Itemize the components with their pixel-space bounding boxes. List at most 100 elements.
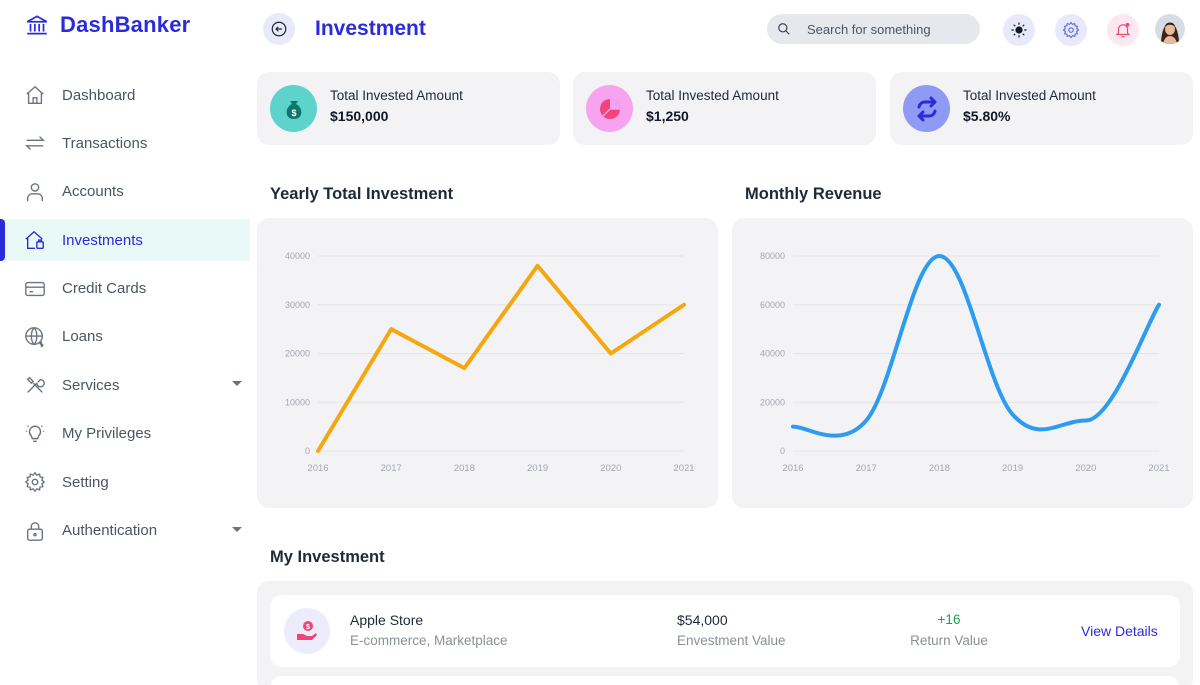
svg-text:$: $	[291, 108, 296, 118]
avatar-image	[1155, 14, 1185, 44]
y-tick-label: 60000	[760, 300, 785, 310]
sidebar-item-transactions[interactable]: Transactions	[0, 122, 250, 164]
lock-icon	[26, 521, 44, 541]
series-line	[791, 254, 1161, 438]
sidebar-item-dashboard[interactable]: Dashboard	[0, 74, 250, 116]
investment-value-label: Envestment Value	[677, 633, 786, 648]
investment-row[interactable]: $ Apple Store E-commerce, Marketplace $5…	[270, 595, 1180, 667]
tools-icon	[26, 377, 45, 394]
repeat-icon	[917, 96, 936, 121]
sidebar-item-investments[interactable]: Investments	[0, 219, 250, 262]
sidebar-item-label: Authentication	[62, 522, 158, 540]
gear-icon	[24, 471, 46, 493]
notifications-button[interactable]	[1107, 14, 1139, 46]
x-tick-label: 2018	[929, 463, 950, 474]
hand-dollar-icon: $	[297, 621, 317, 640]
stat-label: Total Invested Amount	[963, 88, 1096, 103]
y-tick-label: 10000	[285, 397, 310, 407]
theme-toggle-button[interactable]	[1003, 14, 1035, 46]
stat-value: $1,250	[646, 108, 689, 124]
x-tick-label: 2017	[856, 463, 877, 474]
x-tick-label: 2020	[600, 463, 621, 474]
app-name: DashBanker	[60, 12, 191, 37]
investment-value: $54,000	[677, 612, 728, 628]
user-icon	[26, 182, 44, 201]
y-tick-label: 20000	[760, 397, 785, 407]
stat-value: $5.80%	[963, 108, 1011, 124]
my-investment-title: My Investment	[270, 548, 385, 566]
y-tick-label: 40000	[760, 349, 785, 359]
money-bag-icon-wrap: $	[270, 85, 317, 132]
sidebar-item-label: Services	[62, 376, 120, 394]
globe-dollar-icon	[25, 327, 44, 348]
sidebar-item-my-privileges[interactable]: My Privileges	[0, 413, 250, 455]
stat-value: $150,000	[330, 108, 389, 124]
y-tick-label: 0	[305, 446, 310, 456]
x-tick-label: 2017	[381, 463, 402, 474]
investment-list: $ Apple Store E-commerce, Marketplace $5…	[257, 581, 1193, 685]
monthly-revenue-chart-card: 0 20000 40000 60000 80000 2016 2017 2018 2019 202…	[732, 218, 1193, 508]
yearly-investment-chart: 0 10000 20000 30000 40000 2016 2017 2018 2019 202…	[285, 251, 695, 474]
gear-icon	[1062, 21, 1080, 39]
search-bar[interactable]	[767, 14, 980, 44]
chevron-down-icon[interactable]	[232, 381, 242, 387]
sidebar-item-loans[interactable]: Loans	[0, 316, 250, 358]
sidebar: DashBanker Dashboard Transactions Accoun…	[0, 0, 250, 685]
monthly-revenue-chart: 0 20000 40000 60000 80000 2016 2017 2018 2019 202…	[760, 251, 1170, 474]
y-tick-label: 0	[780, 446, 785, 456]
back-button[interactable]	[263, 13, 295, 45]
bank-icon	[26, 15, 48, 35]
swap-arrows-icon	[25, 136, 45, 151]
sidebar-item-label: Credit Cards	[62, 280, 147, 298]
yearly-investment-chart-card: 0 10000 20000 30000 40000 2016 2017 2018 2019 202…	[257, 218, 718, 508]
sun-icon	[1011, 22, 1027, 38]
investment-house-icon	[25, 231, 44, 250]
sidebar-item-label: Setting	[62, 473, 109, 491]
investment-return-label: Return Value	[910, 633, 988, 648]
x-tick-label: 2021	[673, 463, 694, 474]
sidebar-item-accounts[interactable]: Accounts	[0, 171, 250, 213]
x-tick-label: 2016	[782, 463, 803, 474]
hand-dollar-icon-wrap: $	[284, 608, 330, 654]
lightbulb-icon	[25, 424, 45, 442]
view-details-link[interactable]: View Details	[1081, 623, 1158, 639]
y-tick-label: 20000	[285, 349, 310, 359]
money-bag-icon: $	[286, 100, 301, 119]
x-tick-label: 2020	[1075, 463, 1096, 474]
yearly-investment-title: Yearly Total Investment	[270, 185, 454, 203]
sidebar-item-credit-cards[interactable]: Credit Cards	[0, 268, 250, 310]
brand[interactable]: DashBanker	[24, 12, 190, 38]
sidebar-item-services[interactable]: Services	[0, 364, 250, 406]
sidebar-item-label: Dashboard	[62, 86, 136, 104]
user-avatar[interactable]	[1155, 14, 1185, 44]
series-line	[316, 263, 686, 453]
home-icon	[26, 85, 44, 104]
sidebar-item-label: Accounts	[62, 183, 124, 201]
sidebar-item-label: My Privileges	[62, 425, 152, 443]
search-icon	[778, 23, 790, 35]
chevron-down-icon[interactable]	[232, 526, 242, 532]
sidebar-item-setting[interactable]: Setting	[0, 461, 250, 503]
repeat-icon-wrap	[903, 85, 950, 132]
x-tick-label: 2021	[1148, 463, 1169, 474]
pie-chart-icon-wrap	[586, 85, 633, 132]
monthly-revenue-title: Monthly Revenue	[745, 185, 882, 203]
y-tick-label: 80000	[760, 251, 785, 261]
sidebar-item-label: Transactions	[62, 134, 148, 152]
x-tick-label: 2019	[527, 463, 548, 474]
x-tick-label: 2019	[1002, 463, 1023, 474]
sidebar-item-authentication[interactable]: Authentication	[0, 510, 250, 552]
sidebar-nav: Dashboard Transactions Accounts Investme…	[0, 74, 250, 558]
search-input[interactable]	[807, 21, 967, 37]
page-title: Investment	[315, 17, 426, 40]
y-tick-label: 40000	[285, 251, 310, 261]
stat-card-total-invested-2: Total Invested Amount $1,250	[573, 72, 876, 145]
settings-button[interactable]	[1055, 14, 1087, 46]
investment-name: Apple Store	[350, 612, 424, 628]
stat-card-total-invested: $ Total Invested Amount $150,000	[257, 72, 560, 145]
stat-card-total-invested-3: Total Invested Amount $5.80%	[890, 72, 1193, 145]
investment-row[interactable]	[270, 676, 1180, 685]
stat-label: Total Invested Amount	[330, 88, 463, 103]
x-tick-label: 2016	[307, 463, 328, 474]
credit-card-icon	[25, 281, 45, 296]
